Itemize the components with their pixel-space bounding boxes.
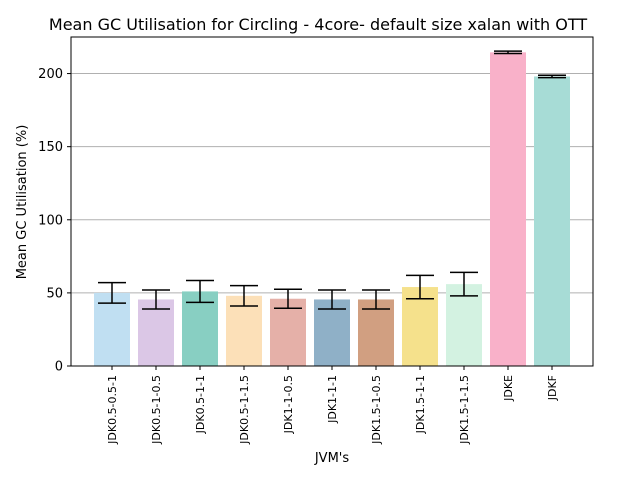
x-tick-label: JDK1.5-1-1.5 <box>458 375 471 445</box>
x-axis-label: JVM's <box>314 451 350 466</box>
x-tick-label: JDKF <box>546 375 559 401</box>
y-tick-label: 50 <box>46 286 63 301</box>
bar-JDK1.5-1-1.5 <box>446 284 482 366</box>
bar-JDKF <box>534 76 570 366</box>
bars <box>94 52 570 366</box>
bar-JDK0.5-1-1 <box>182 291 218 366</box>
error-bar-JDK0.5-1-0.5 <box>142 289 170 310</box>
bar-JDK1-1-0.5 <box>270 298 306 366</box>
x-tick-label: JDK0.5-1-1.5 <box>238 375 251 445</box>
y-tick-label: 150 <box>38 140 63 155</box>
error-bar-JDK0.5-1-1 <box>186 279 214 304</box>
bar-JDK1.5-1-1 <box>402 287 438 366</box>
error-bar-JDK1.5-1-1.5 <box>450 271 478 297</box>
bar-JDK0.5-1-0.5 <box>138 299 174 366</box>
x-tick-label: JDK1-1-1 <box>326 375 339 424</box>
error-bar-JDK1.5-1-0.5 <box>362 289 390 310</box>
y-tick-label: 200 <box>38 67 63 82</box>
chart-title: Mean GC Utilisation for Circling - 4core… <box>49 15 587 34</box>
y-axis-ticks: 0 50 100 150 200 <box>38 67 71 375</box>
x-tick-label: JDK1.5-1-0.5 <box>370 375 383 445</box>
y-tick-label: 100 <box>38 213 63 228</box>
bar-JDKE <box>490 52 526 366</box>
error-bar-JDK1.5-1-1 <box>406 274 434 300</box>
bar-JDK0.5-1-1.5 <box>226 295 262 366</box>
bar-JDK1.5-1-0.5 <box>358 299 394 366</box>
x-tick-label: JDK0.5-1-1 <box>194 375 207 434</box>
y-axis-label: Mean GC Utilisation (%) <box>15 125 30 280</box>
y-tick-label: 0 <box>55 360 63 375</box>
x-tick-label: JDK1-1-0.5 <box>282 375 295 434</box>
error-bars <box>98 50 566 310</box>
x-tick-label: JDK0.5-1-0.5 <box>150 375 163 445</box>
error-bar-JDK0.5-0.5-1 <box>98 281 126 304</box>
x-axis-ticks: JDK0.5-0.5-1 JDK0.5-1-0.5 JDK0.5-1-1 JDK0.5… <box>106 366 559 445</box>
error-bar-JDKF <box>538 74 566 79</box>
x-tick-label: JDK1.5-1-1 <box>414 375 427 434</box>
x-tick-label: JDKE <box>502 375 515 402</box>
error-bar-JDK1-1-1 <box>318 289 346 310</box>
error-bar-JDK1-1-0.5 <box>274 288 302 309</box>
x-tick-label: JDK0.5-0.5-1 <box>106 375 119 445</box>
error-bar-JDK0.5-1-1.5 <box>230 284 258 307</box>
bar-JDK1-1-1 <box>314 299 350 366</box>
error-bar-JDKE <box>494 50 522 55</box>
bar-JDK0.5-0.5-1 <box>94 292 130 366</box>
